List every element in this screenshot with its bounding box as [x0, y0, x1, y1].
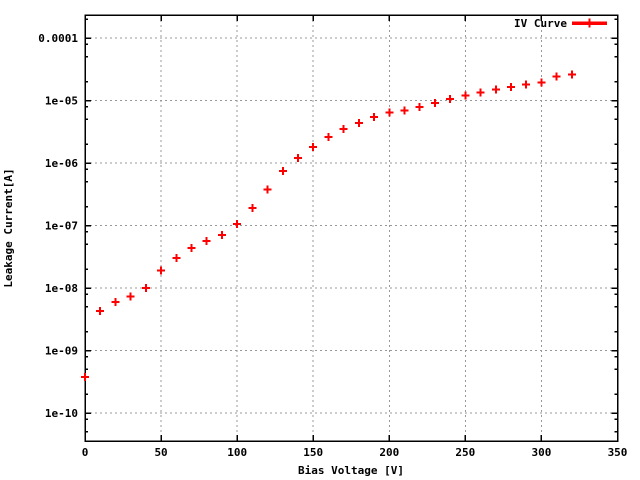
data-point: [172, 254, 181, 263]
x-tick-label: 100: [227, 446, 247, 459]
legend: IV Curve: [514, 17, 607, 30]
data-point: [81, 372, 89, 381]
x-axis-label: Bias Voltage [V]: [298, 464, 404, 477]
data-point: [248, 204, 257, 213]
x-tick-label: 200: [379, 446, 399, 459]
y-tick-label: 1e-09: [45, 345, 78, 358]
data-point: [567, 70, 576, 79]
x-tick-label: 0: [82, 446, 89, 459]
x-tick-label: 250: [455, 446, 475, 459]
data-point: [157, 266, 166, 275]
axis-layer: [84, 14, 619, 442]
data-point: [202, 237, 211, 246]
data-point: [461, 91, 470, 100]
data-point: [400, 106, 409, 115]
data-point: [233, 220, 242, 229]
data-point: [476, 88, 485, 97]
data-point: [446, 95, 455, 104]
data-point: [111, 297, 120, 306]
y-tick-label: 0.0001: [38, 32, 78, 45]
data-point: [217, 231, 226, 240]
data-point: [507, 82, 515, 91]
y-tick-label: 1e-10: [45, 407, 78, 420]
data-point: [430, 99, 439, 108]
data-point: [126, 292, 135, 301]
y-axis-label: Leakage Current[A]: [2, 168, 15, 287]
y-tick-label: 1e-07: [45, 220, 78, 233]
data-point: [537, 78, 546, 87]
plot-border: [84, 14, 619, 442]
grid-layer: [85, 15, 618, 441]
data-point: [491, 85, 500, 94]
data-point: [263, 185, 272, 194]
x-tick-label: 350: [608, 446, 628, 459]
x-tick-label: 150: [303, 446, 323, 459]
data-point: [522, 80, 531, 89]
data-point: [324, 133, 333, 142]
x-tick-label: 50: [154, 446, 167, 459]
tick-label-layer: 0 50 100 150 200 250 300 350 0.0001 1e-05 1e-06 1e-…: [38, 32, 627, 459]
y-tick-label: 1e-05: [45, 95, 78, 108]
data-point: [385, 108, 394, 117]
data-point: [309, 143, 318, 152]
data-point: [141, 284, 150, 292]
legend-line-sample: [572, 18, 607, 28]
data-point: [370, 113, 379, 122]
data-point: [415, 102, 424, 111]
data-point: [552, 72, 561, 81]
data-point: [339, 124, 348, 133]
y-tick-label: 1e-06: [45, 157, 78, 170]
data-points-layer: [81, 70, 576, 381]
data-point: [96, 306, 105, 315]
y-tick-label: 1e-08: [45, 282, 78, 295]
data-point: [187, 243, 196, 252]
x-tick-label: 300: [531, 446, 551, 459]
legend-label: IV Curve: [514, 17, 567, 30]
data-point: [354, 118, 363, 127]
data-point: [294, 154, 302, 163]
data-point: [278, 167, 287, 176]
